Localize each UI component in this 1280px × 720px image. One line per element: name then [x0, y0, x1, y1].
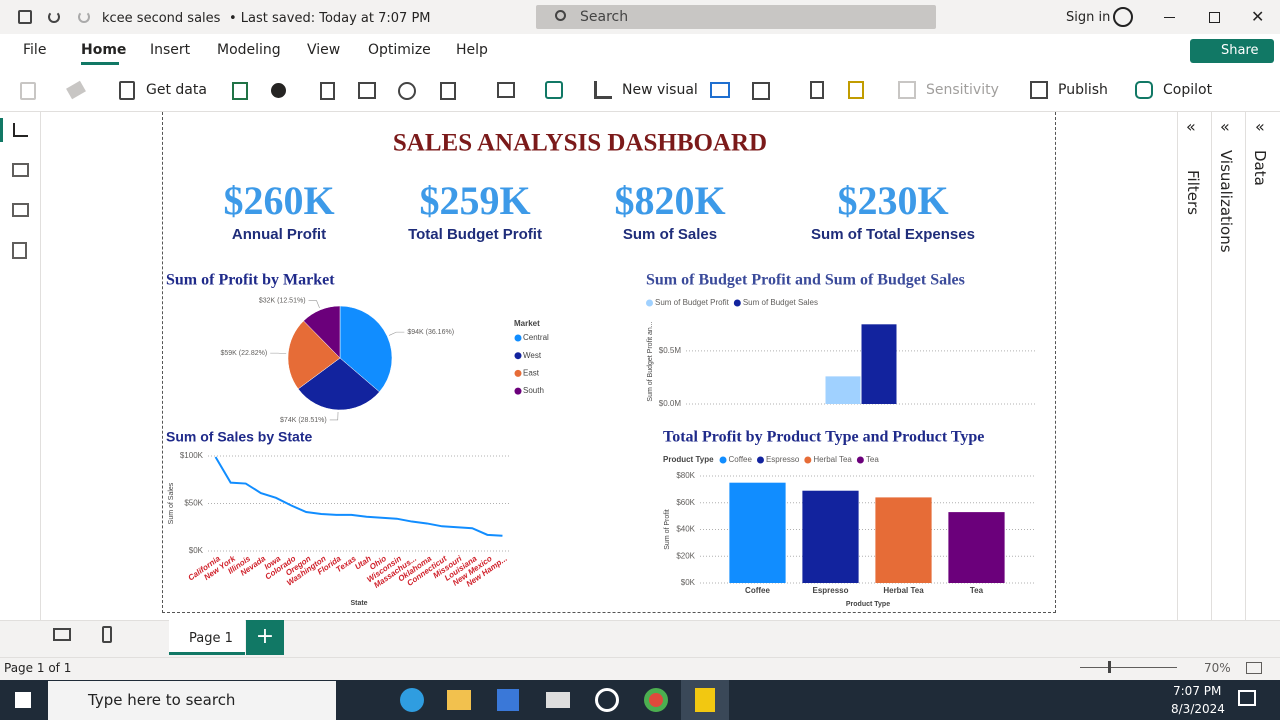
ribbon-button: Sensitivity: [926, 82, 999, 98]
model-view-icon[interactable]: [12, 203, 29, 217]
ribbon-button[interactable]: Get data: [146, 82, 207, 98]
menu-tab[interactable]: Home: [81, 42, 127, 58]
file-name[interactable]: kcee second sales: [102, 11, 221, 26]
ribbon: [0, 68, 1280, 112]
onelake-icon[interactable]: [271, 83, 286, 98]
mobile-layout-icon[interactable]: [102, 626, 112, 643]
taskbar-search-placeholder[interactable]: Type here to search: [88, 691, 236, 709]
explorer-icon[interactable]: [447, 690, 471, 710]
menu-tab[interactable]: Optimize: [368, 42, 431, 58]
publish-icon[interactable]: [1030, 81, 1048, 99]
account-icon[interactable]: [1113, 7, 1133, 27]
maximize-button[interactable]: [1209, 12, 1220, 23]
share-label[interactable]: Share: [1221, 43, 1259, 58]
more-visuals-icon[interactable]: [752, 82, 770, 100]
dataverse-icon[interactable]: [398, 82, 416, 100]
view-nav: [0, 112, 41, 620]
dax-view-icon[interactable]: [12, 242, 27, 259]
new-visual-icon[interactable]: [594, 81, 612, 99]
menu-tab[interactable]: Modeling: [217, 42, 281, 58]
menu-bar: [0, 34, 1280, 68]
notifications-icon[interactable]: [1238, 690, 1256, 706]
desktop-layout-icon[interactable]: [53, 628, 71, 641]
mail-icon[interactable]: [546, 692, 570, 708]
clock-date[interactable]: 8/3/2024: [1171, 702, 1225, 716]
taskbar-search[interactable]: [48, 681, 336, 720]
zoom-level[interactable]: 70%: [1204, 661, 1231, 675]
menu-tab[interactable]: View: [307, 42, 341, 58]
visualizations-pane[interactable]: Visualizations: [1217, 150, 1235, 253]
status-bar: [0, 657, 1280, 680]
page-count: Page 1 of 1: [4, 661, 72, 675]
filters-pane[interactable]: Filters: [1184, 170, 1202, 215]
chrome-icon[interactable]: [644, 688, 668, 712]
excel-icon[interactable]: [232, 82, 248, 100]
powerbi-icon[interactable]: [695, 688, 715, 712]
ribbon-button[interactable]: Copilot: [1163, 82, 1213, 98]
transform-icon[interactable]: [497, 82, 515, 98]
menu-tab[interactable]: Insert: [150, 42, 191, 58]
expand-icon[interactable]: «: [1255, 117, 1265, 136]
app-icon[interactable]: [595, 688, 619, 712]
store-icon[interactable]: [497, 689, 519, 711]
start-button[interactable]: [15, 692, 31, 708]
active-tab-underline: [81, 62, 119, 65]
copilot-icon[interactable]: [1135, 81, 1153, 99]
recent-sources-icon[interactable]: [440, 82, 456, 100]
close-button[interactable]: ✕: [1251, 7, 1265, 26]
new-measure-icon[interactable]: [810, 81, 824, 99]
redo-icon[interactable]: [78, 11, 90, 23]
search-box[interactable]: [536, 5, 936, 29]
zoom-slider[interactable]: [1080, 667, 1177, 668]
clock-time[interactable]: 7:07 PM: [1173, 684, 1222, 698]
report-view-icon[interactable]: [13, 123, 28, 137]
menu-tab[interactable]: File: [23, 42, 47, 58]
pane-divider: [1211, 112, 1212, 620]
report-page: [162, 112, 1056, 613]
sign-in[interactable]: Sign in: [1066, 10, 1111, 25]
side-panes: [1177, 112, 1280, 620]
search-placeholder: Search: [580, 9, 629, 25]
text-box-icon[interactable]: [710, 82, 730, 98]
page-tab-label[interactable]: Page 1: [189, 631, 233, 646]
save-icon[interactable]: [18, 10, 32, 24]
paste-icon[interactable]: [20, 82, 36, 100]
edge-icon[interactable]: [400, 688, 424, 712]
sql-icon[interactable]: [320, 82, 335, 100]
page-tab[interactable]: [169, 620, 245, 655]
pane-divider: [1245, 112, 1246, 620]
expand-icon[interactable]: «: [1186, 117, 1196, 136]
sensitivity-icon: [898, 81, 916, 99]
quick-measure-icon[interactable]: [848, 81, 864, 99]
zoom-thumb[interactable]: [1108, 661, 1111, 673]
search-icon: [555, 10, 566, 21]
table-view-icon[interactable]: [12, 163, 29, 177]
data-pane[interactable]: Data: [1251, 150, 1269, 186]
active-view-marker: [0, 118, 3, 142]
menu-tab[interactable]: Help: [456, 42, 488, 58]
enter-data-icon[interactable]: [358, 82, 376, 99]
minimize-button[interactable]: [1164, 17, 1175, 18]
saved-status[interactable]: • Last saved: Today at 7:07 PM: [229, 11, 431, 26]
fit-page-icon[interactable]: [1246, 662, 1262, 674]
ribbon-button[interactable]: New visual: [622, 82, 698, 98]
share-button[interactable]: [1190, 39, 1274, 63]
undo-icon[interactable]: [48, 11, 60, 23]
expand-icon[interactable]: «: [1220, 117, 1230, 136]
add-page-button[interactable]: +: [246, 620, 284, 655]
ribbon-button[interactable]: Publish: [1058, 82, 1108, 98]
get-data-icon[interactable]: [119, 81, 135, 100]
refresh-icon[interactable]: [545, 81, 563, 99]
